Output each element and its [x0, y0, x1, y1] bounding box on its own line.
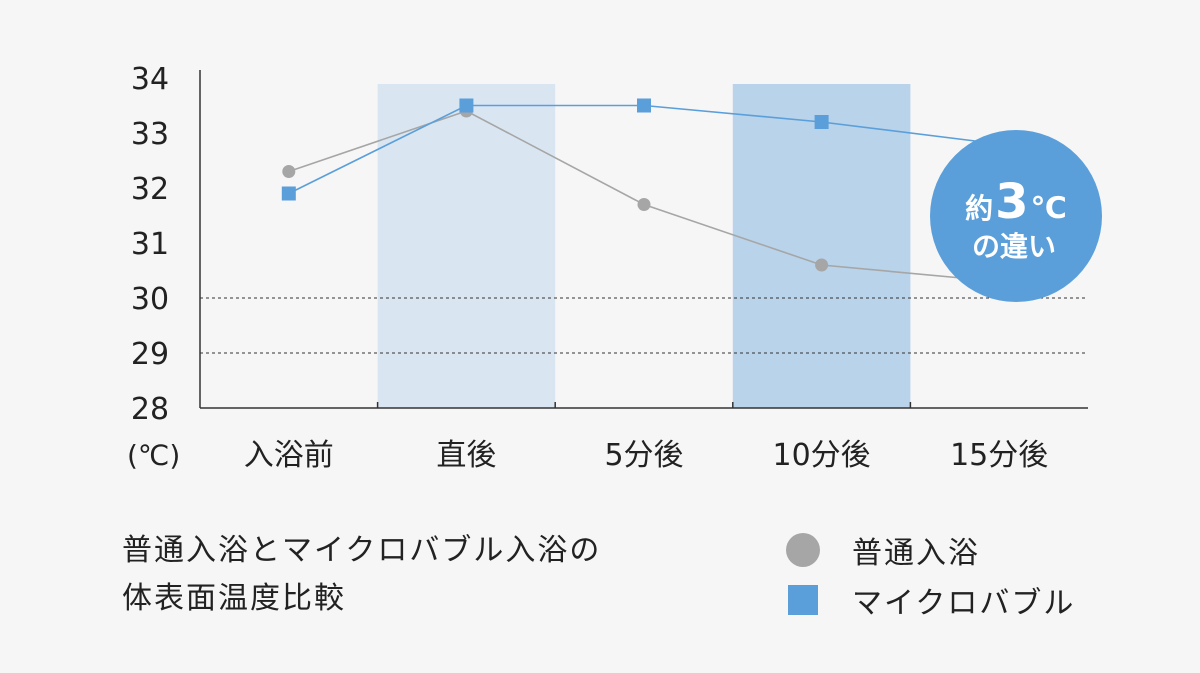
difference-badge-circle — [930, 130, 1102, 302]
y-tick-label: 33 — [131, 117, 169, 152]
badge-prefix: 約 — [965, 192, 993, 225]
legend: 普通入浴 マイクロバブル — [786, 528, 1075, 628]
data-point — [282, 165, 296, 178]
square-marker-icon — [788, 585, 818, 615]
legend-label-normal: 普通入浴 — [852, 536, 980, 571]
y-unit-label: (℃) — [127, 439, 180, 472]
badge-line2: の違い — [972, 230, 1056, 263]
legend-label-microbubble: マイクロバブル — [852, 586, 1076, 621]
data-point — [281, 186, 296, 201]
badge-unit: ℃ — [1031, 191, 1067, 226]
x-tick-label: 5分後 — [604, 438, 683, 473]
difference-badge: 約3℃ の違い — [930, 130, 1102, 302]
chart-title-line-2: 体表面温度比較 — [122, 581, 346, 616]
x-tick-label: 10分後 — [773, 438, 871, 473]
data-point — [815, 258, 829, 272]
chart-title-line-1: 普通入浴とマイクロバブル入浴の — [122, 533, 602, 568]
circle-marker-icon — [786, 533, 820, 567]
y-tick-label: 32 — [131, 172, 169, 207]
highlight-band — [732, 84, 911, 408]
data-point — [637, 98, 651, 113]
x-tick-label: 15分後 — [950, 438, 1048, 473]
highlight-band — [377, 84, 556, 408]
legend-item-normal: 普通入浴 — [786, 528, 1075, 572]
y-tick-label: 34 — [131, 62, 169, 97]
y-tick-label: 28 — [131, 392, 169, 427]
badge-number: 3 — [995, 174, 1028, 230]
y-tick-label: 30 — [131, 282, 169, 317]
x-tick-label: 直後 — [436, 438, 496, 473]
svg-text:約3℃: 約3℃ — [965, 174, 1067, 230]
y-tick-label: 31 — [131, 227, 169, 262]
y-tick-label: 29 — [131, 337, 169, 372]
chart-title: 普通入浴とマイクロバブル入浴の 体表面温度比較 — [122, 527, 601, 623]
legend-item-microbubble: マイクロバブル — [788, 578, 1075, 622]
data-point — [637, 198, 651, 211]
x-tick-label: 入浴前 — [244, 438, 334, 473]
data-point — [814, 115, 829, 129]
data-point — [459, 98, 474, 113]
